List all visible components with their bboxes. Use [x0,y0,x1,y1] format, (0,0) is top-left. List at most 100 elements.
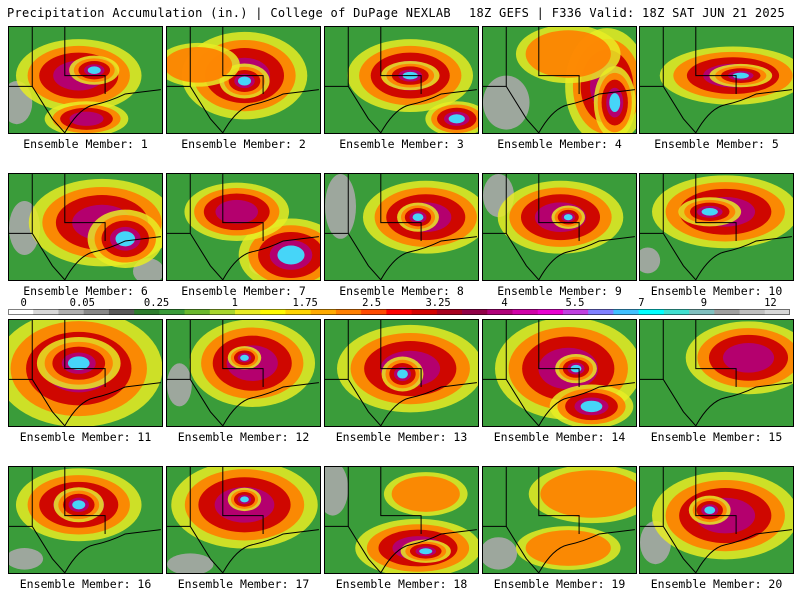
precipitation-field [9,467,162,573]
ensemble-member-label: Ensemble Member: 12 [177,430,310,444]
legend-swatch [588,309,614,315]
precipitation-field [9,174,162,280]
state-border-lines [483,27,635,133]
state-border-lines [325,467,477,573]
ensemble-member-11-map [8,319,163,427]
legend-tick-label: 4 [501,297,508,309]
ensemble-member-label: Ensemble Member: 3 [339,137,464,151]
legend-tick-label: 9 [700,297,708,309]
ensemble-member-label: Ensemble Member: 14 [493,430,626,444]
precipitation-field [640,320,793,426]
precipitation-field [167,320,320,426]
ensemble-member-label: Ensemble Member: 6 [23,284,148,298]
legend-tick-label: 0.25 [143,297,170,309]
state-border-lines [325,27,477,133]
ensemble-member-label: Ensemble Member: 19 [493,577,626,591]
state-border-lines [167,27,319,133]
legend-swatch [235,309,261,315]
precipitation-field [9,27,162,133]
legend-tick-label: 0 [20,297,27,309]
ensemble-member-20-map [639,466,794,574]
precipitation-field [9,320,162,426]
precipitation-field [325,320,478,426]
ensemble-member-2-map [166,26,321,134]
ensemble-member-9-map [482,173,637,281]
ensemble-member-label: Ensemble Member: 20 [650,577,783,591]
ensemble-member-label: Ensemble Member: 8 [339,284,464,298]
state-border-lines [9,174,161,280]
ensemble-member-label: Ensemble Member: 2 [181,137,306,151]
state-border-lines [640,27,792,133]
header: Precipitation Accumulation (in.) | Colle… [0,0,800,24]
legend-swatch [335,309,362,315]
state-border-lines [325,174,477,280]
ensemble-member-17-map [166,466,321,574]
ensemble-member-7-map [166,173,321,281]
ensemble-member-1-map [8,26,163,134]
legend-swatch [134,309,160,315]
precipitation-field [325,27,478,133]
precipitation-field [325,467,478,573]
model-run-info: 18Z GEFS | F336 Valid: 18Z SAT JUN 21 20… [468,6,785,20]
state-border-lines [483,467,635,573]
legend-swatch [108,309,135,315]
ensemble-member-8-map [324,173,479,281]
legend-tick-label: 2.5 [362,297,382,309]
legend-swatch [739,309,766,315]
state-border-lines [167,320,319,426]
precipitation-field [640,27,793,133]
ensemble-member-label: Ensemble Member: 13 [335,430,468,444]
precipitation-field [167,174,320,280]
ensemble-member-label: Ensemble Member: 15 [650,430,783,444]
legend-swatch [638,309,665,315]
map-title: Precipitation Accumulation (in.) | Colle… [7,6,451,20]
legend-swatch [285,309,312,315]
ensemble-member-label: Ensemble Member: 18 [335,577,468,591]
precipitation-field [483,174,636,280]
legend-swatch [8,309,34,315]
ensemble-member-label: Ensemble Member: 10 [650,284,783,298]
precipitation-field [483,27,636,133]
precipitation-field [483,467,636,573]
legend-swatch [260,309,286,315]
state-border-lines [167,174,319,280]
legend-tick-label: 0.05 [69,297,95,309]
ensemble-member-12-map [166,319,321,427]
legend-swatch [537,309,564,315]
state-border-lines [640,467,792,573]
ensemble-member-3-map [324,26,479,134]
ensemble-member-label: Ensemble Member: 4 [497,137,622,151]
ensemble-member-label: Ensemble Member: 16 [19,577,152,591]
precipitation-field [483,320,636,426]
state-border-lines [9,320,161,426]
legend-swatch [83,309,110,315]
precipitation-legend: 0 0.05 0.25 1 1.75 2.5 3.25 4 5.5 7 9 12 [0,297,800,321]
legend-tick-label: 12 [764,297,777,309]
state-border-lines [640,320,792,426]
legend-swatch [386,309,413,315]
ensemble-member-label: Ensemble Member: 5 [654,137,779,151]
legend-swatch [663,309,690,315]
legend-tick-label: 3.25 [425,297,451,309]
ensemble-member-18-map [324,466,479,574]
state-border-lines [640,174,792,280]
ensemble-member-14-map [482,319,637,427]
ensemble-member-10-map [639,173,794,281]
legend-swatch [689,309,715,315]
ensemble-member-6-map [8,173,163,281]
legend-color-bar [8,309,790,315]
legend-swatch [184,309,211,315]
legend-swatch [361,309,387,315]
ensemble-member-13-map [324,319,479,427]
legend-swatch [562,309,589,315]
legend-swatch [613,309,640,315]
legend-tick-label: 5.5 [565,297,585,309]
ensemble-member-label: Ensemble Member: 7 [181,284,306,298]
ensemble-member-5-map [639,26,794,134]
ensemble-member-15-map [639,319,794,427]
state-border-lines [167,467,319,573]
ensemble-member-19-map [482,466,637,574]
state-border-lines [9,467,161,573]
state-border-lines [483,174,635,280]
